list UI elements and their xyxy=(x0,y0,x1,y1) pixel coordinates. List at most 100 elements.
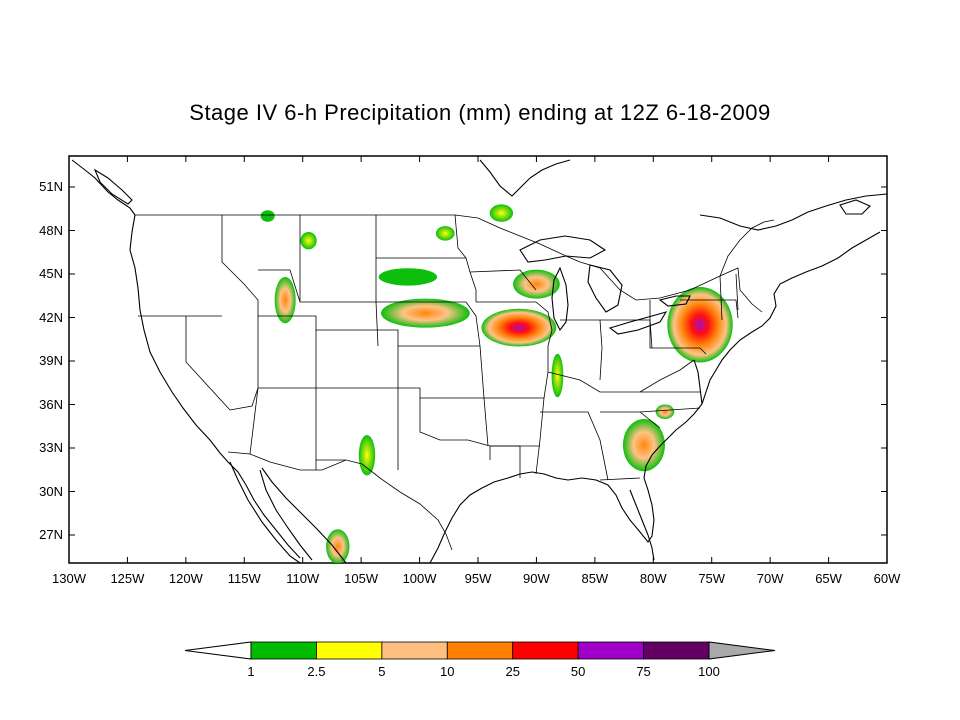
east-coastline xyxy=(643,231,881,479)
x-tick-label: 70W xyxy=(756,571,784,586)
lake-erie xyxy=(608,311,668,335)
colorbar-over-triangle xyxy=(708,641,776,660)
y-tick-label: 27N xyxy=(39,527,63,542)
state-line xyxy=(719,273,739,321)
state-line xyxy=(547,371,700,393)
y-tick-label: 30N xyxy=(39,483,63,499)
us-mexico-border xyxy=(227,451,453,551)
baja-coastline xyxy=(229,461,313,563)
us-canada-border xyxy=(135,214,775,313)
canada-northeast-coast xyxy=(699,193,887,231)
x-tick-label: 80W xyxy=(639,571,667,586)
x-tick-label: 90W xyxy=(523,571,550,586)
precip-region-northeast-cluster xyxy=(667,287,733,363)
precip-region-mexico-cluster xyxy=(326,529,350,563)
y-tick-label: 39N xyxy=(39,353,63,368)
colorbar-segment xyxy=(250,641,317,660)
x-tick-label: 110W xyxy=(286,571,320,586)
colorbar-segment xyxy=(577,641,644,660)
vancouver-island xyxy=(93,168,133,205)
x-tick-label: 120W xyxy=(168,571,203,586)
precip-region-iowa-illinois-band xyxy=(481,308,557,347)
lake-superior xyxy=(519,235,607,263)
state-line xyxy=(185,316,231,411)
x-tick-label: 130W xyxy=(52,571,86,586)
colorbar-label: 5 xyxy=(378,664,386,679)
colorbar-segment xyxy=(316,641,383,660)
canada-north-coast xyxy=(479,159,571,197)
x-tick-label: 95W xyxy=(464,571,492,586)
y-tick-label: 48N xyxy=(39,222,63,238)
colorbar-segment xyxy=(446,641,514,660)
axis-ticks xyxy=(68,156,888,563)
lake-michigan xyxy=(551,266,569,332)
precip-region-alberta-cluster xyxy=(260,210,275,222)
colorbar-segment xyxy=(643,641,710,660)
state-line xyxy=(469,271,477,302)
y-tick-label: 36N xyxy=(39,396,63,412)
x-tick-label: 115W xyxy=(227,571,261,586)
y-tick-label: 45N xyxy=(39,266,63,281)
colorbar-segment xyxy=(512,641,579,660)
colorbar-segment xyxy=(381,641,448,660)
state-line xyxy=(258,315,399,470)
precip-region-carolina-coast-cluster xyxy=(655,404,675,419)
colorbar-label: 50 xyxy=(570,664,586,679)
precip-region-northern-plains-band xyxy=(381,298,470,328)
x-tick-label: 85W xyxy=(581,571,609,586)
precip-region-manitoba-cluster xyxy=(489,204,514,222)
precip-region-montana-cluster xyxy=(300,231,317,250)
state-line xyxy=(221,215,259,411)
precip-region-southeast-cluster xyxy=(622,419,665,472)
colorbar-label: 100 xyxy=(698,664,720,679)
colorbar-under-triangle xyxy=(184,641,252,660)
state-line xyxy=(639,359,695,393)
florida-coastline xyxy=(629,489,655,561)
state-line xyxy=(454,214,467,259)
x-tick-label: 105W xyxy=(344,571,379,586)
colorbar-label: 2.5 xyxy=(307,664,326,679)
colorbar-label: 10 xyxy=(440,664,455,679)
x-tick-label: 75W xyxy=(698,571,726,586)
state-line xyxy=(540,411,609,481)
gulf-coastline xyxy=(429,471,655,563)
precip-region-north-dakota-cluster xyxy=(435,226,455,241)
x-tick-label: 125W xyxy=(110,571,145,586)
precip-region-new-mexico-band xyxy=(358,434,376,476)
state-line xyxy=(649,300,707,355)
precipitation-layer xyxy=(260,204,733,563)
state-line xyxy=(639,407,701,413)
state-borders-layer xyxy=(135,214,775,551)
precip-region-idaho-montana-cluster xyxy=(274,276,296,324)
y-tick-label: 42N xyxy=(39,309,63,325)
colorbar-label: 1 xyxy=(247,664,255,679)
colorbar-label: 25 xyxy=(505,664,520,679)
state-line xyxy=(680,299,739,319)
colorbar-label: 75 xyxy=(636,664,651,679)
map-title: Stage IV 6-h Precipitation (mm) ending a… xyxy=(189,100,771,125)
lake-huron xyxy=(587,264,623,313)
x-tick-label: 65W xyxy=(815,571,842,586)
map-frame xyxy=(68,155,888,564)
chesapeake-bay xyxy=(693,359,703,405)
y-tick-label: 33N xyxy=(39,440,63,455)
x-tick-label: 100W xyxy=(402,571,437,586)
x-tick-label: 60W xyxy=(873,571,901,586)
newfoundland xyxy=(839,199,871,215)
precip-region-south-dakota-cluster xyxy=(378,268,438,286)
state-line xyxy=(258,269,376,303)
y-tick-label: 51N xyxy=(39,179,63,194)
state-line xyxy=(419,398,491,460)
precip-region-wisconsin-cluster xyxy=(513,269,560,299)
state-line xyxy=(249,387,259,455)
state-line xyxy=(376,301,481,347)
state-line xyxy=(560,319,603,381)
west-coastline xyxy=(129,214,301,559)
state-line xyxy=(469,269,537,291)
precip-region-kentucky-cluster xyxy=(551,353,564,398)
state-line xyxy=(398,345,485,399)
mexico-west-coastline xyxy=(261,467,347,563)
canada-west-coastline xyxy=(71,159,136,216)
